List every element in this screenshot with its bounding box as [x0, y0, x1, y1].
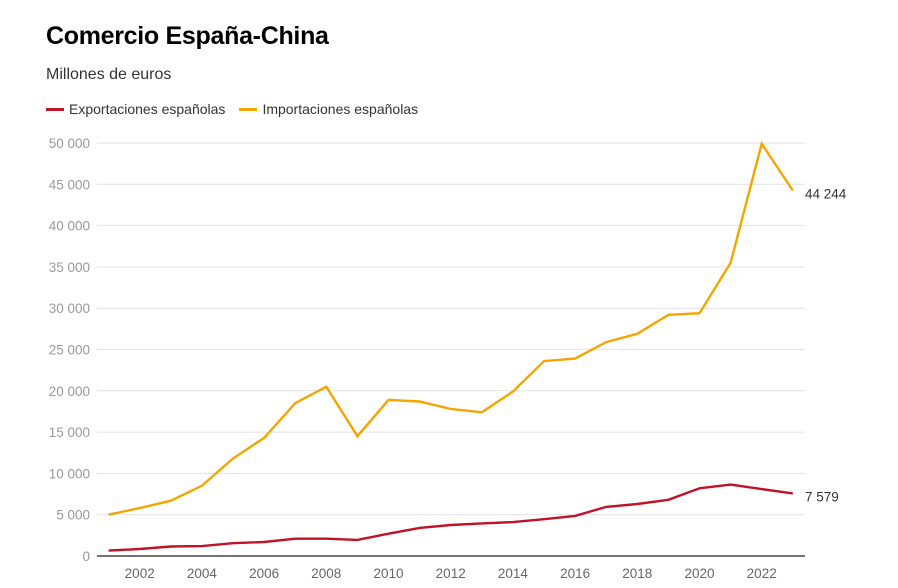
end-label-exports: 7 579 — [805, 489, 839, 504]
legend: Exportaciones españolas Importaciones es… — [46, 101, 432, 117]
y-tick-label: 40 000 — [49, 219, 90, 234]
legend-item-imports[interactable]: Importaciones españolas — [239, 101, 418, 117]
y-tick-label: 20 000 — [49, 384, 90, 399]
x-tick-label: 2020 — [684, 566, 714, 581]
y-tick-label: 50 000 — [49, 136, 90, 151]
legend-label-exports: Exportaciones españolas — [69, 101, 226, 117]
x-tick-label: 2010 — [373, 566, 403, 581]
x-tick-label: 2008 — [311, 566, 341, 581]
y-tick-label: 15 000 — [49, 425, 90, 440]
legend-swatch-imports — [239, 107, 258, 111]
y-tick-label: 10 000 — [49, 466, 90, 481]
end-labels: 7 579 44 244 — [805, 187, 847, 505]
x-tick-label: 2016 — [560, 566, 590, 581]
y-tick-label: 30 000 — [49, 301, 90, 316]
x-tick-label: 2004 — [187, 566, 218, 581]
legend-item-exports[interactable]: Exportaciones españolas — [46, 101, 225, 117]
x-tick-label: 2006 — [249, 566, 279, 581]
end-label-imports: 44 244 — [805, 187, 847, 202]
chart-title: Comercio España-China — [46, 22, 329, 50]
x-tick-label: 2022 — [747, 566, 777, 581]
x-tick-label: 2018 — [622, 566, 652, 581]
y-tick-label: 35 000 — [49, 260, 90, 275]
series-line-exports — [108, 483, 793, 552]
x-tick-label: 2014 — [498, 566, 529, 581]
x-tick-label: 2012 — [436, 566, 466, 581]
chart-subtitle: Millones de euros — [46, 66, 172, 83]
y-tick-label: 45 000 — [49, 177, 90, 192]
y-axis-ticks: 0 5 000 10 000 15 000 20 000 25 000 30 000 35 0… — [49, 136, 90, 564]
gridlines — [97, 142, 805, 516]
x-axis-ticks: 2002 2004 2006 2008 2010 2012 2014 2016 2018 2020… — [125, 566, 777, 581]
y-tick-label: 5 000 — [56, 508, 90, 523]
y-tick-label: 25 000 — [49, 343, 90, 358]
series-lines — [108, 140, 794, 552]
y-tick-label: 0 — [82, 549, 90, 564]
x-tick-label: 2002 — [125, 566, 155, 581]
series-line-imports — [108, 140, 794, 516]
legend-swatch-exports — [46, 107, 64, 111]
legend-label-imports: Importaciones españolas — [262, 101, 419, 117]
